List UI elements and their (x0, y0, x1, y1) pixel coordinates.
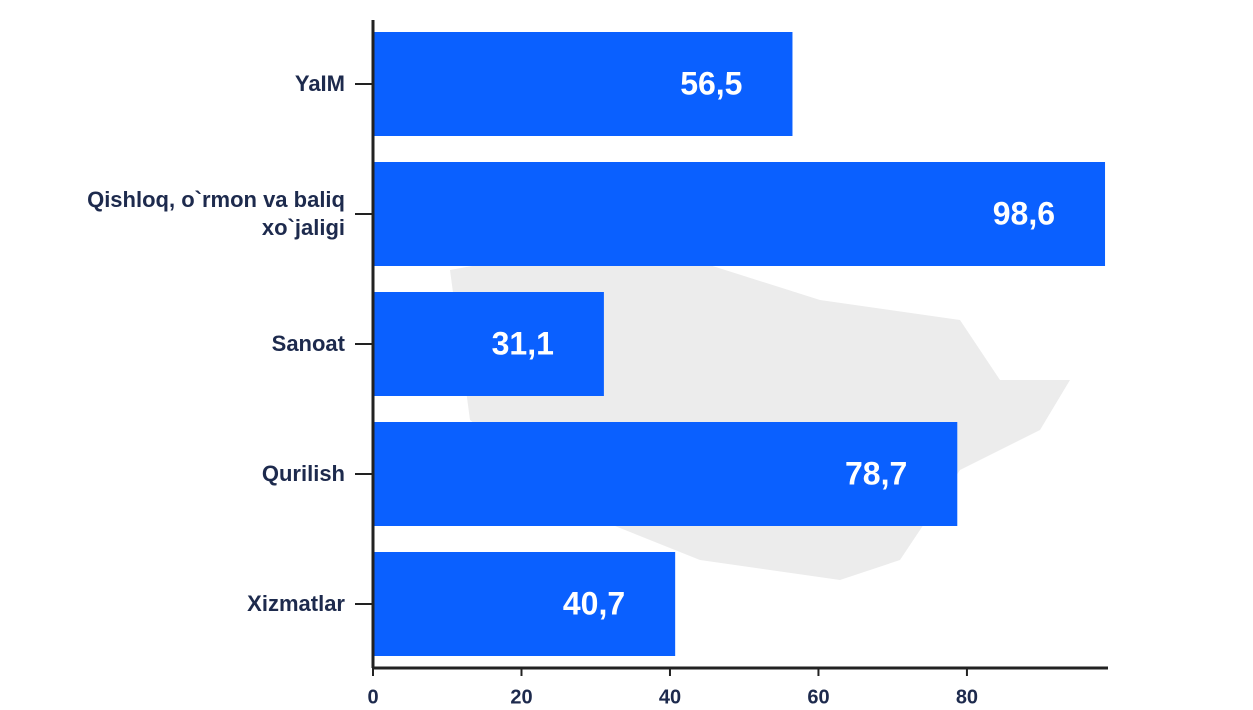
bar (373, 552, 676, 656)
category-label: YaIM (294, 71, 345, 96)
value-label: 56,5 (680, 65, 742, 101)
category-label: Qishloq, o`rmon va baliq xo`jaligi (87, 187, 345, 240)
bar (373, 292, 604, 396)
bar (373, 422, 958, 526)
x-tick-label: 20 (510, 686, 532, 708)
bar (373, 162, 1106, 266)
value-label: 98,6 (993, 195, 1055, 231)
category-label: Qurilish (261, 461, 345, 486)
bar (373, 32, 793, 136)
x-tick-label: 60 (807, 686, 829, 708)
x-tick-label: 40 (659, 686, 681, 708)
category-label: Sanoat (271, 331, 345, 356)
value-label: 31,1 (492, 325, 554, 361)
category-label: Xizmatlar (247, 591, 345, 616)
x-tick-label: 0 (367, 686, 378, 708)
x-tick-label: 80 (956, 686, 978, 708)
value-label: 40,7 (563, 585, 625, 621)
value-label: 78,7 (845, 455, 907, 491)
